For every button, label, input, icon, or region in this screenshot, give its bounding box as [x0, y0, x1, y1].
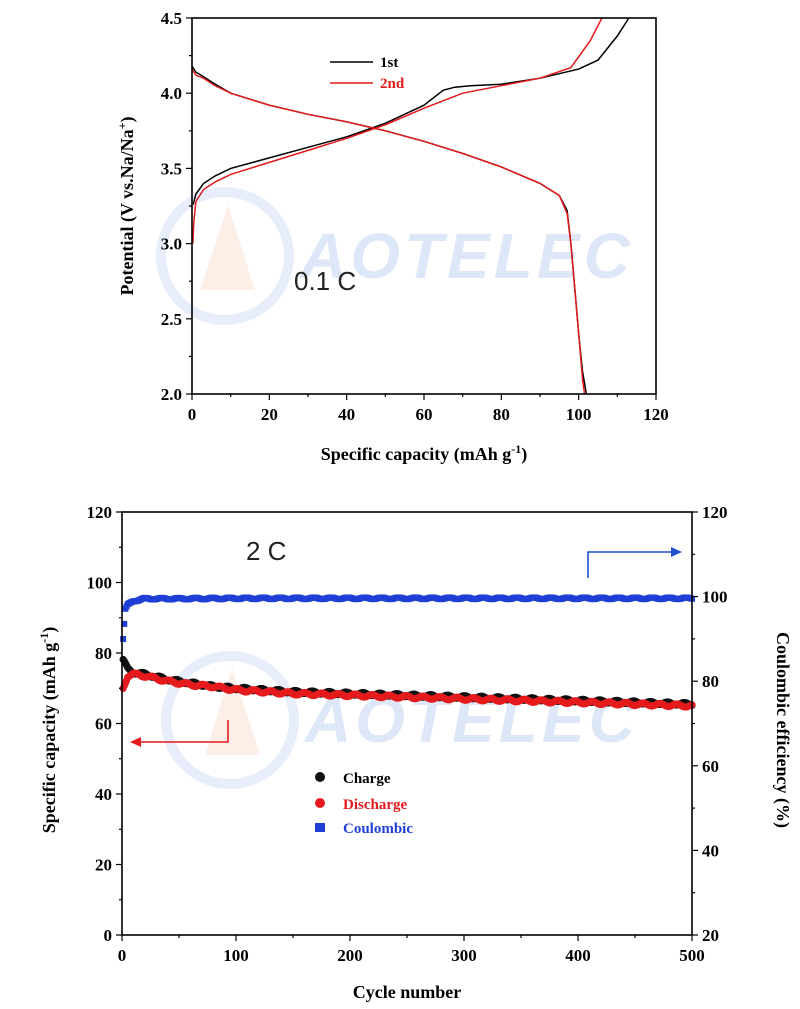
- legend-marker-coulombic: [315, 823, 325, 832]
- x-tick-label: 0: [118, 946, 127, 965]
- left-y-tick-label: 100: [87, 574, 113, 593]
- x-tick-label: 80: [493, 405, 510, 424]
- left-y-tick-label: 120: [87, 503, 113, 522]
- plot-area: [119, 594, 696, 711]
- rate-annotation: 0.1 C: [294, 266, 356, 296]
- x-tick-label: 200: [337, 946, 363, 965]
- y-tick-label: 2.5: [161, 310, 182, 329]
- x-tick-label: 300: [451, 946, 477, 965]
- left-y-tick-label: 0: [104, 926, 113, 945]
- y-tick-label: 2.0: [161, 385, 182, 404]
- left-y-tick-label: 60: [95, 715, 112, 734]
- x-tick-label: 500: [679, 946, 705, 965]
- plot-area: [191, 17, 630, 395]
- point-coulombic: [121, 620, 128, 627]
- rate-annotation: 2 C: [246, 536, 286, 566]
- cycling-performance-chart: 0 100 200 300 400 500 0 20 40 60 80 100 120 20 40 60 80 1…: [37, 503, 793, 1002]
- right-y-tick-label: 40: [702, 841, 719, 860]
- legend-label-discharge: Discharge: [343, 797, 407, 813]
- x-axis-title: Cycle number: [353, 982, 461, 1002]
- series-2nd-charge-line: [192, 17, 603, 244]
- y-tick-label: 4.5: [161, 9, 182, 28]
- right-y-tick-label: 120: [702, 503, 728, 522]
- x-tick-label: 40: [338, 405, 355, 424]
- right-y-tick-label: 20: [702, 926, 719, 945]
- legend-marker-discharge: [315, 798, 325, 808]
- right-y-tick-label: 60: [702, 757, 719, 776]
- series-1st-charge-line: [192, 17, 630, 205]
- x-tick-label: 20: [261, 405, 278, 424]
- y-axis-title: Potential (V vs.Na/Na+): [115, 116, 138, 295]
- watermark-bottom: AOTELEC: [161, 651, 635, 789]
- x-tick-label: 60: [416, 405, 433, 424]
- x-tick-label: 0: [188, 405, 197, 424]
- legend-label-coulombic: Coulombic: [343, 821, 413, 837]
- x-tick-label: 100: [566, 405, 592, 424]
- x-axis-title: Specific capacity (mAh g-1): [321, 442, 527, 465]
- legend-label-charge: Charge: [343, 771, 391, 787]
- right-y-tick-label: 80: [702, 672, 719, 691]
- left-y-tick-label: 20: [95, 856, 112, 875]
- y-tick-label: 3.0: [161, 235, 182, 254]
- arrow-to-left-axis: [130, 720, 229, 747]
- left-y-tick-label: 40: [95, 785, 112, 804]
- left-y-axis-title: Specific capacity (mAh g-1): [37, 627, 60, 833]
- axis-ticks: 0 100 200 300 400 500 0 20 40 60 80 100 120 20 40 60 80 1…: [87, 503, 728, 965]
- legend-label-2nd: 2nd: [380, 76, 405, 92]
- y-tick-label: 4.0: [161, 84, 182, 103]
- legend-marker-charge: [315, 772, 325, 782]
- arrow-to-right-axis: [587, 547, 682, 578]
- right-y-tick-label: 100: [702, 588, 728, 607]
- y-tick-label: 3.5: [161, 159, 182, 178]
- legend-label-1st: 1st: [380, 55, 398, 71]
- watermark-top: AOTELEC: [156, 187, 630, 325]
- legend: Charge Discharge Coulombic: [315, 771, 413, 837]
- point-coulombic: [120, 636, 127, 643]
- right-y-axis-title: Coulombic efficiency (%): [772, 632, 793, 828]
- left-y-tick-label: 80: [95, 644, 112, 663]
- x-tick-label: 120: [643, 405, 669, 424]
- series-2nd-discharge-line: [191, 68, 586, 395]
- x-tick-label: 100: [223, 946, 249, 965]
- axis-ticks: 0 20 40 60 80 100 120 2.0 2.5 3.0 3.5 4.0 4.5: [161, 9, 669, 424]
- legend: 1st 2nd: [330, 55, 405, 92]
- x-tick-label: 400: [565, 946, 591, 965]
